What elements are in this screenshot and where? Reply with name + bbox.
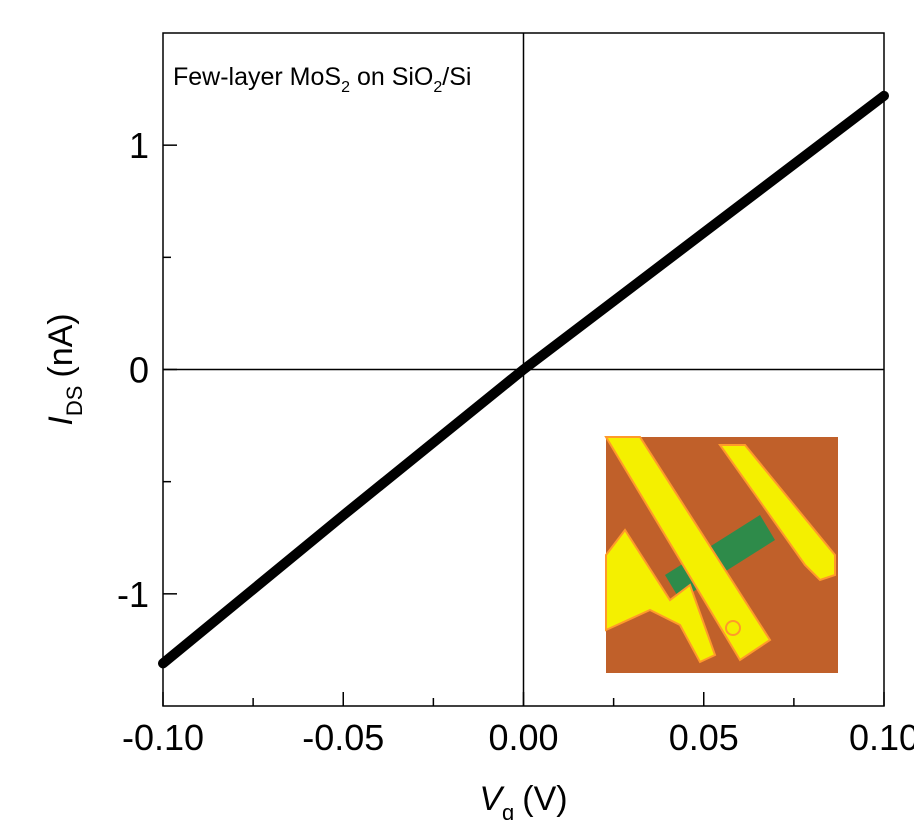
x-tick-label: 0.00 (488, 717, 558, 758)
y-tick-label: 1 (129, 125, 149, 166)
y-axis-label: IDS (nA) (42, 313, 87, 425)
annotation: Few-layer MoS2 on SiO2/Si (173, 63, 471, 96)
x-label-unit: (V) (522, 780, 567, 818)
x-tick-label: -0.05 (302, 717, 384, 758)
y-label-subscript: DS (62, 386, 87, 417)
annotation-text: /Si (442, 63, 471, 91)
annotation-text: on SiO (350, 63, 433, 91)
x-tick-label: 0.05 (669, 717, 739, 758)
annotation-subscript: 2 (341, 79, 350, 96)
x-tick-label: -0.10 (122, 717, 204, 758)
annotation-subscript: 2 (433, 79, 442, 96)
inset-image (604, 436, 838, 673)
y-tick-label: 0 (129, 350, 149, 391)
data-line (158, 90, 889, 669)
y-label-symbol: I (42, 416, 80, 426)
annotation-text: Few-layer MoS (173, 63, 341, 91)
x-label-symbol: V (479, 780, 505, 818)
x-label-subscript: g (502, 800, 514, 820)
x-tick-label: 0.10 (849, 717, 914, 758)
y-label-unit: (nA) (42, 313, 80, 377)
y-tick-label: -1 (117, 574, 149, 615)
x-axis-label: Vg (V) (479, 780, 567, 820)
